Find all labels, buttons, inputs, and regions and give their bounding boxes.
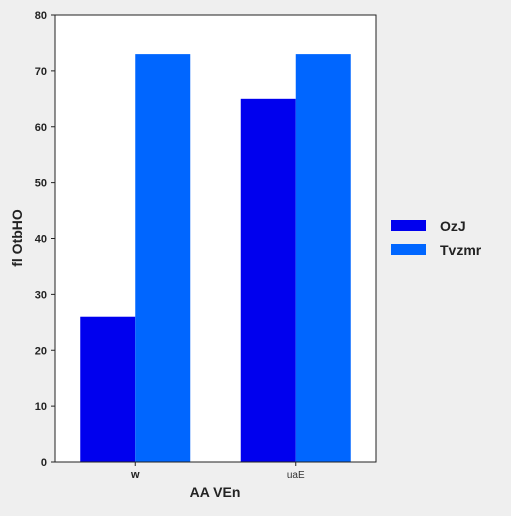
y-tick-label: 0 <box>41 457 47 469</box>
bar-Tvzmr-uaE <box>295 54 351 463</box>
y-tick-label: 30 <box>35 289 47 301</box>
y-tick-label: 40 <box>35 234 47 246</box>
y-tick-label: 70 <box>35 66 47 78</box>
x-tick-label: uaE <box>287 470 305 481</box>
y-tick-label: 10 <box>35 401 47 413</box>
y-tick-label: 20 <box>35 345 47 357</box>
y-tick-label: 80 <box>35 10 47 22</box>
legend-label: OzJ <box>440 218 466 234</box>
legend-label: Tvzmr <box>440 242 482 258</box>
y-axis-title: fl OtbHO <box>9 209 25 267</box>
legend: OzJ Tvzmr <box>391 218 482 258</box>
bar-OzJ-uaE <box>240 98 296 462</box>
bars-group <box>80 54 351 463</box>
y-tick-label: 60 <box>35 122 47 134</box>
legend-swatch <box>391 220 426 231</box>
legend-swatch <box>391 244 426 255</box>
x-axis: w uaE <box>130 462 305 481</box>
bar-OzJ-w <box>80 316 136 462</box>
x-tick-label: w <box>130 469 140 481</box>
y-axis: 0 10 20 30 40 50 60 70 80 <box>35 10 55 469</box>
y-tick-label: 50 <box>35 178 47 190</box>
x-axis-title: AA VEn <box>190 484 241 500</box>
bar-Tvzmr-w <box>135 54 191 463</box>
